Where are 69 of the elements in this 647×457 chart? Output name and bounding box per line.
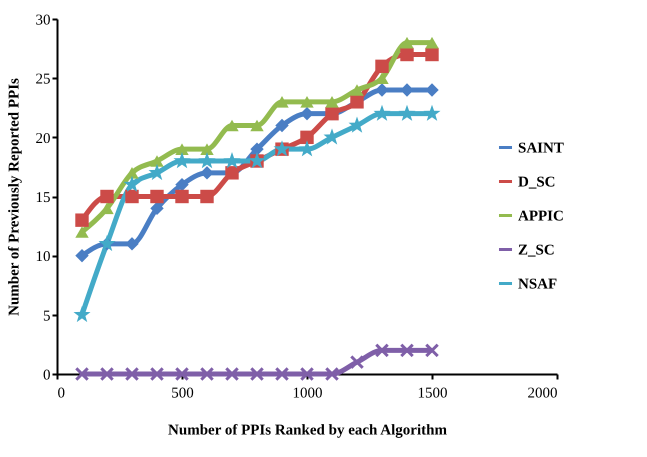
point [275,118,289,132]
point [74,366,90,382]
point [425,48,439,62]
point [374,343,390,358]
point [324,366,340,382]
y-tick-label: 10 [36,249,50,266]
point [400,36,414,48]
point [198,152,216,168]
point [250,120,264,132]
point [223,152,241,168]
point [75,248,89,262]
point [350,84,364,96]
point [425,36,439,48]
y-tick-label: 5 [43,308,50,324]
point [350,354,364,370]
x-tick-label: 1500 [418,386,448,402]
point [300,366,314,382]
point [424,343,440,358]
point [423,104,441,121]
point [175,178,189,192]
x-tick-label: 500 [171,386,194,402]
point [150,202,164,216]
point [225,120,239,132]
legend-label: SAINT [518,140,564,156]
point [123,176,141,192]
point [300,130,314,144]
legend-label: Z_SC [518,242,555,258]
point [300,96,314,108]
point [100,190,114,204]
y-tick-label: 20 [36,130,50,147]
y-tick-label: 15 [36,190,50,206]
legend-label: NSAF [518,276,558,292]
point [124,366,140,382]
point [400,343,414,358]
y-axis-title: Number of Previously Reported PPIs [6,78,22,316]
point [400,48,414,62]
point [175,190,189,204]
point [200,143,214,155]
point [150,366,164,382]
point [173,152,191,168]
y-tick-label: 30 [36,12,50,28]
point [150,155,164,167]
point [250,142,264,156]
x-tick-label: 2000 [528,386,558,402]
x-axis-title: Number of PPIs Ranked by each Algorithm [168,422,448,438]
point [150,190,164,204]
y-tick-label: 25 [36,72,50,88]
point [200,190,214,204]
point [200,366,214,382]
point [125,190,139,204]
point [75,226,89,238]
point [373,104,391,121]
point [100,366,114,382]
point [375,60,389,74]
x-tick-label: 0 [58,386,65,402]
point [73,306,91,322]
point [175,143,189,155]
legend-label: APPIC [518,208,564,224]
point [250,366,264,382]
point [325,96,339,108]
point [275,96,289,108]
legend-label: D_SC [518,174,556,190]
point [174,366,190,382]
point [398,104,416,121]
x-tick-label: 1000 [292,386,322,402]
point [224,366,240,382]
point [274,366,290,382]
point [75,213,89,227]
y-tick-label: 0 [43,368,50,384]
